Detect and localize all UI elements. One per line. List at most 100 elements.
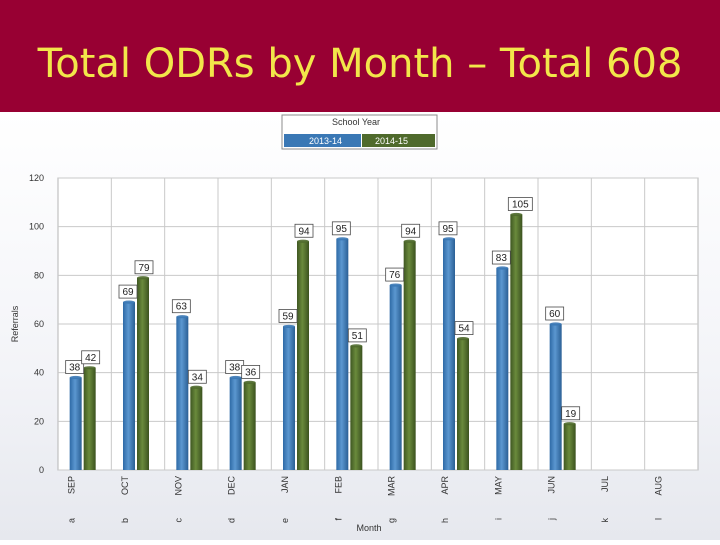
x-tick-label-FEB: FEB — [333, 476, 343, 494]
legend-swatch-2013-14 — [284, 134, 361, 147]
bar-cap — [457, 337, 469, 341]
bar-cap — [137, 276, 149, 280]
data-label: 59 — [282, 311, 294, 322]
x-tick-label-APR: APR — [440, 476, 450, 495]
bar-cap — [243, 380, 256, 384]
x-tick-label-AUG: AUG — [653, 476, 663, 496]
data-label-box — [278, 309, 298, 323]
x-tick-label-JUN: JUN — [547, 476, 557, 494]
bar-cap — [510, 212, 523, 217]
x-tick-label-DEC: DEC — [227, 476, 237, 496]
data-label: 94 — [405, 226, 417, 237]
bar-2013-14-NOV — [176, 316, 189, 470]
x-tick-prefix: b — [120, 518, 130, 523]
legend: School Year 2013-14 2014-15 — [281, 114, 438, 150]
bar-cap — [496, 266, 509, 270]
legend-title: School Year — [332, 117, 380, 127]
data-label: 95 — [442, 224, 454, 235]
data-label: 83 — [496, 253, 508, 264]
bar-cap — [123, 300, 135, 304]
y-axis-title: Referrals — [10, 305, 20, 342]
data-label: 54 — [458, 324, 470, 335]
referrals-bar-chart: School Year 2013-14 2014-15 0 20 40 60 80 100… — [10, 114, 699, 533]
bar-2013-14-OCT — [123, 302, 135, 470]
data-label-box — [65, 360, 85, 374]
bar-2013-14-JAN — [283, 326, 295, 470]
bar-cap — [83, 366, 96, 370]
title-bar: Total ODRs by Month – Total 608 — [0, 0, 720, 112]
bar-cap — [229, 375, 242, 380]
bar-2013-14-SEP — [69, 377, 82, 470]
bar-cap — [350, 344, 363, 348]
data-label: 19 — [565, 409, 577, 420]
data-label-box — [401, 223, 421, 238]
grid — [58, 177, 698, 471]
x-tick-prefix: h — [440, 518, 450, 523]
data-label: 34 — [192, 372, 204, 383]
data-label: 38 — [69, 363, 81, 374]
bar-cap — [69, 375, 82, 380]
y-tick-label: 100 — [29, 222, 44, 232]
bar-2014-15-JAN — [297, 241, 309, 470]
data-label-box — [171, 299, 191, 314]
x-tick-prefix: f — [333, 518, 343, 521]
x-tick-prefix: j — [547, 518, 557, 521]
x-tick-prefix: d — [227, 518, 237, 523]
legend-swatch-2014-15 — [362, 134, 435, 147]
x-tick-label-OCT: OCT — [120, 476, 130, 496]
data-label: 69 — [122, 287, 134, 298]
bar-cap — [403, 239, 416, 243]
data-label-box — [331, 221, 351, 236]
y-tick-label: 80 — [34, 270, 44, 280]
bar-cap — [297, 239, 309, 243]
bar-cap — [283, 324, 295, 329]
data-label: 79 — [138, 263, 150, 274]
data-label: 42 — [85, 353, 97, 364]
x-axis-ticks: SEP a OCT b NOV c DEC d JAN e FEB f MAR g APR h MAY i JUN j… — [67, 476, 664, 524]
bar-2014-15-MAR — [403, 241, 416, 470]
bar-2013-14-APR — [443, 238, 455, 470]
data-label-box — [347, 328, 367, 343]
bars — [69, 212, 576, 470]
y-tick-label: 60 — [34, 319, 44, 329]
x-tick-prefix: e — [280, 518, 290, 523]
data-label-box — [507, 197, 533, 211]
bar-cap — [389, 283, 402, 287]
x-tick-label-SEP: SEP — [67, 476, 77, 494]
bar-cap — [563, 422, 576, 426]
y-tick-label: 20 — [34, 416, 44, 426]
bar-2014-15-MAY — [510, 214, 523, 470]
bar-2014-15-SEP — [83, 367, 96, 470]
x-tick-label-NOV: NOV — [173, 476, 183, 496]
bar-2014-15-DEC — [243, 382, 256, 470]
y-axis-ticks: 0 20 40 60 80 100 120 — [29, 173, 44, 475]
x-tick-label-JUL: JUL — [600, 476, 610, 492]
y-tick-label: 40 — [34, 368, 44, 378]
legend-label-2014-15: 2014-15 — [375, 136, 408, 146]
x-tick-prefix: i — [493, 518, 503, 520]
bar-cap — [336, 237, 349, 241]
x-tick-label-JAN: JAN — [280, 476, 290, 493]
bar-2014-15-OCT — [137, 277, 149, 470]
bar-cap — [549, 322, 562, 326]
data-label: 51 — [352, 331, 364, 342]
data-label-box — [385, 267, 405, 282]
data-label: 60 — [549, 309, 561, 320]
bar-2013-14-MAR — [389, 285, 402, 470]
data-label-box — [81, 350, 101, 365]
bar-2014-15-JUN — [563, 423, 576, 470]
data-label: 38 — [229, 363, 241, 374]
data-label-box — [454, 321, 474, 336]
x-tick-prefix: l — [653, 518, 663, 520]
bar-2014-15-APR — [457, 338, 469, 470]
bar-2014-15-FEB — [350, 345, 363, 470]
x-tick-prefix: g — [387, 518, 397, 523]
data-label: 95 — [336, 224, 348, 235]
data-label-box — [187, 369, 207, 384]
data-label-box — [134, 260, 154, 275]
data-labels: 38 69 63 38 59 95 76 95 83 60 42 79 34 36 94 51 94 54 105 1… — [65, 197, 581, 421]
slide-title: Total ODRs by Month – Total 608 — [37, 41, 683, 87]
data-label-box — [438, 221, 458, 236]
bar-cap — [443, 237, 455, 241]
bar-cap — [190, 385, 203, 389]
